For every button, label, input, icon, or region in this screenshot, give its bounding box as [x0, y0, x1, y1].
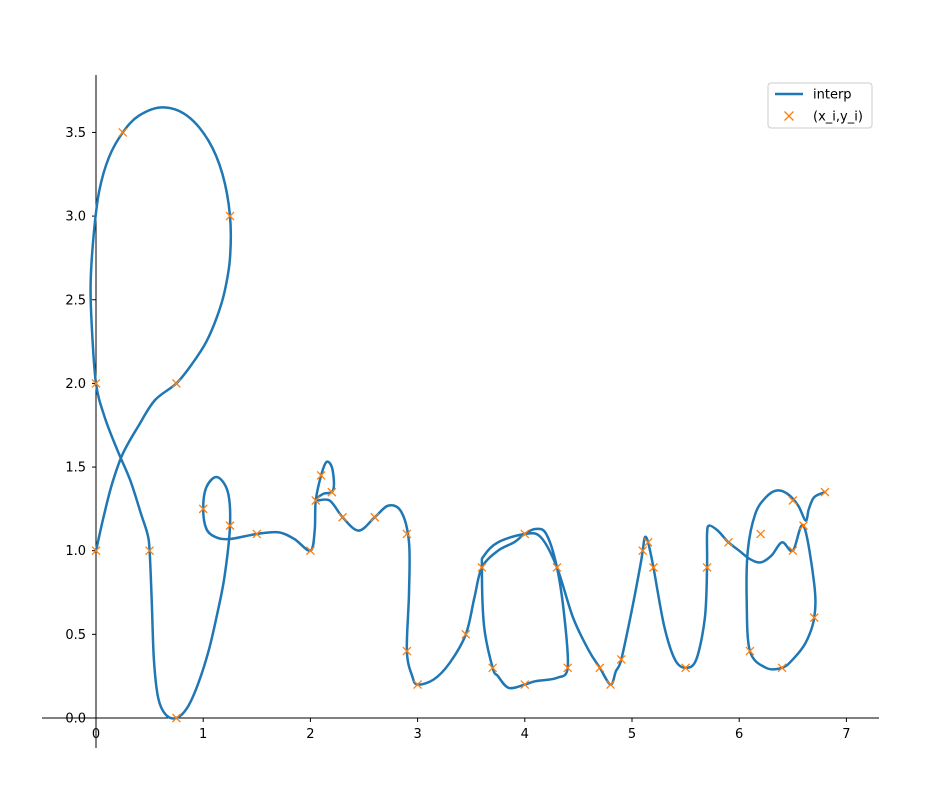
x-tick-label: 5 — [628, 727, 636, 742]
data-point-marker — [643, 537, 653, 547]
legend-points-marker — [784, 111, 794, 121]
data-point-marker — [402, 646, 412, 656]
data-point-marker — [370, 512, 380, 522]
plot-area — [89, 106, 830, 723]
x-tick-label: 0 — [92, 727, 100, 742]
data-point-marker — [91, 378, 101, 388]
data-point-marker — [745, 646, 755, 656]
data-point-marker — [461, 629, 471, 639]
y-tick-label: 3.0 — [65, 210, 86, 225]
data-point-marker — [638, 546, 648, 556]
legend-points-label: (x_i,y_i) — [813, 110, 863, 125]
data-point-marker — [327, 487, 337, 497]
data-point-marker — [171, 378, 181, 388]
x-tick-label: 7 — [842, 727, 850, 742]
data-point-marker — [820, 487, 830, 497]
data-point-marker — [488, 663, 498, 673]
y-tick-label: 0.0 — [65, 712, 86, 727]
x-tick-label: 3 — [413, 727, 421, 742]
data-point-marker — [724, 537, 733, 547]
data-point-marker — [145, 546, 155, 556]
y-tick-label: 2.5 — [65, 293, 86, 308]
data-point-marker — [91, 546, 101, 556]
data-point-marker — [520, 529, 530, 539]
y-tick-label: 2.0 — [65, 377, 86, 392]
x-tick-label: 6 — [735, 727, 743, 742]
data-point-marker — [563, 663, 573, 673]
x-tick-label: 1 — [199, 727, 207, 742]
legend-interp-label: interp — [813, 88, 852, 103]
data-point-marker — [413, 680, 423, 689]
data-point-marker — [171, 713, 181, 723]
data-point-marker — [756, 529, 766, 539]
y-tick-label: 3.5 — [65, 126, 86, 141]
y-tick-label: 1.5 — [65, 461, 86, 476]
data-point-marker — [402, 529, 412, 539]
data-point-marker — [648, 562, 658, 572]
data-point-marker — [311, 496, 321, 505]
legend: interp (x_i,y_i) — [767, 82, 873, 129]
series-interp-line — [89, 106, 827, 720]
data-point-marker — [702, 562, 712, 572]
data-point-marker — [316, 470, 326, 480]
data-point-marker — [799, 521, 808, 531]
y-tick-label: 1.0 — [65, 544, 86, 559]
y-tick-label: 0.5 — [65, 628, 86, 643]
data-point-marker — [477, 562, 487, 572]
data-point-marker — [118, 127, 128, 137]
data-point-marker — [520, 680, 530, 689]
x-tick-label: 4 — [521, 727, 529, 742]
data-point-marker — [606, 680, 616, 689]
data-point-marker — [809, 613, 819, 623]
data-point-marker — [198, 504, 208, 514]
data-point-marker — [225, 211, 235, 221]
data-point-marker — [777, 663, 787, 673]
data-point-marker — [788, 496, 798, 505]
data-point-marker — [305, 546, 315, 556]
data-point-marker — [225, 521, 235, 531]
data-point-marker — [616, 654, 626, 664]
x-tick-label: 2 — [306, 727, 314, 742]
data-point-marker — [338, 512, 348, 522]
data-point-marker — [595, 663, 605, 673]
data-point-marker — [788, 546, 798, 556]
data-point-marker — [552, 562, 562, 572]
data-point-marker — [681, 663, 691, 673]
ticks: 0 1 2 3 4 5 6 7 0.0 0.5 1.0 1.5 2.0 2.5 3.0 3.5 — [65, 126, 850, 742]
data-point-marker — [252, 529, 262, 539]
